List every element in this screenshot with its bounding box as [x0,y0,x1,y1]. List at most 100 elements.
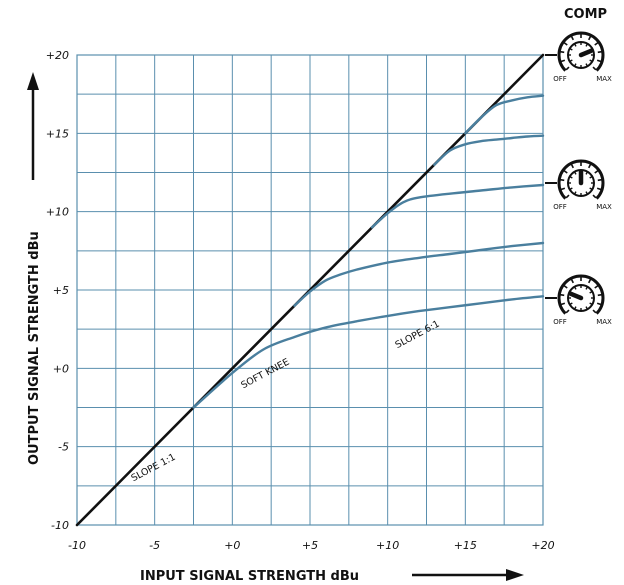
knob-grip [573,286,577,290]
x-tick-label: -5 [149,539,160,552]
knob-scale-tick [560,293,565,297]
knob-scale-tick [565,66,570,71]
comp-title: COMP [564,7,607,22]
comp-knob: OFF MAX [545,274,612,326]
knob-scale-tick [597,293,602,297]
knob-off-label: OFF [553,75,567,83]
knob-grip [589,290,593,294]
knob-grip [569,47,573,51]
x-tick-label: +10 [376,539,399,552]
y-tick-label: +0 [53,362,69,375]
knob-scale-tick [592,194,597,199]
knob-grip [569,175,573,179]
knob-grip [573,43,577,47]
knob-grip [573,63,577,67]
x-tick-label: +20 [531,539,554,552]
knob-scale-tick [565,194,570,199]
knob-grip [585,171,589,175]
y-tick-label: -10 [51,519,69,532]
knob-grip [569,302,573,306]
knob-scale-tick [597,178,602,182]
knob-grip [585,63,589,67]
knob-grip [573,306,577,310]
knob-grip [585,306,589,310]
x-axis-arrowhead [506,569,524,581]
knob-scale-arc [557,159,605,200]
y-axis-title: OUTPUT SIGNAL STRENGTH dBu [27,231,42,465]
knob-scale-tick [597,50,602,54]
knob-grip [569,59,573,63]
knob-grip [569,187,573,191]
knob-scale-tick [563,170,568,174]
knob-scale-tick [588,278,592,284]
knob-grip [589,187,593,191]
knob-pointer [568,291,584,301]
annotation-label: SLOPE 1:1 [129,452,177,484]
knob-scale-tick [560,178,565,182]
series-group [75,53,545,527]
knob-scale-tick [563,285,568,289]
knob-scale-tick [560,187,566,191]
y-axis-arrowhead [27,72,39,90]
knob-scale-tick [594,285,599,289]
series-line [293,241,545,307]
x-tick-label: +5 [302,539,318,552]
annotation-label: SLOPE 6:1 [394,319,442,351]
y-tick-label: -5 [58,441,69,454]
y-tick-label: +20 [46,49,69,62]
series-line [464,94,545,135]
knob-scale-tick [570,35,574,41]
series-line [433,134,545,166]
x-tick-label: +0 [224,539,240,552]
knob-pointer [578,48,594,58]
knob-scale-tick [570,163,574,169]
knob-scale-tick [588,163,592,169]
y-tick-labels: -10 -5 +0 +5 +10 +15 +20 [46,49,69,532]
knob-grip [585,286,589,290]
knob-scale-tick [560,59,566,63]
knob-off-label: OFF [553,318,567,326]
knob-scale-tick [594,42,599,46]
knob-grip [585,43,589,47]
knob-scale-tick [563,42,568,46]
knob-scale-tick [592,309,597,314]
comp-knobs: OFF MAX OFF MAX OFF MAX [545,31,612,326]
knob-max-label: MAX [596,75,612,83]
x-axis-title: INPUT SIGNAL STRENGTH dBu [140,569,359,584]
knob-grip [589,302,593,306]
x-tick-label: -10 [68,539,86,552]
knob-scale-tick [560,302,566,306]
knob-scale-tick [560,50,565,54]
x-tick-labels: -10 -5 +0 +5 +10 +15 +20 [68,539,555,552]
knob-scale-tick [594,170,599,174]
knob-scale-tick [565,309,570,314]
knob-scale-tick [596,187,602,191]
knob-scale-arc [557,274,605,315]
y-tick-label: +5 [53,284,69,297]
knob-grip [573,191,577,195]
knob-scale-tick [588,35,592,41]
knob-scale-tick [596,59,602,63]
comp-knob: OFF MAX [545,159,612,211]
knob-scale-tick [592,66,597,71]
y-tick-label: +10 [46,206,69,219]
grid [76,54,544,526]
series-line [370,183,545,229]
series-line [192,295,545,409]
knob-scale-arc [557,31,605,72]
knob-scale-tick [570,278,574,284]
knob-grip [589,59,593,63]
knob-grip [585,191,589,195]
y-tick-label: +15 [46,127,69,140]
knob-max-label: MAX [596,203,612,211]
knob-max-label: MAX [596,318,612,326]
comp-knob: OFF MAX [545,31,612,83]
knob-grip [573,171,577,175]
plot-frame [76,54,544,526]
x-tick-label: +15 [454,539,477,552]
knob-grip [589,175,593,179]
knob-off-label: OFF [553,203,567,211]
knob-scale-tick [596,302,602,306]
